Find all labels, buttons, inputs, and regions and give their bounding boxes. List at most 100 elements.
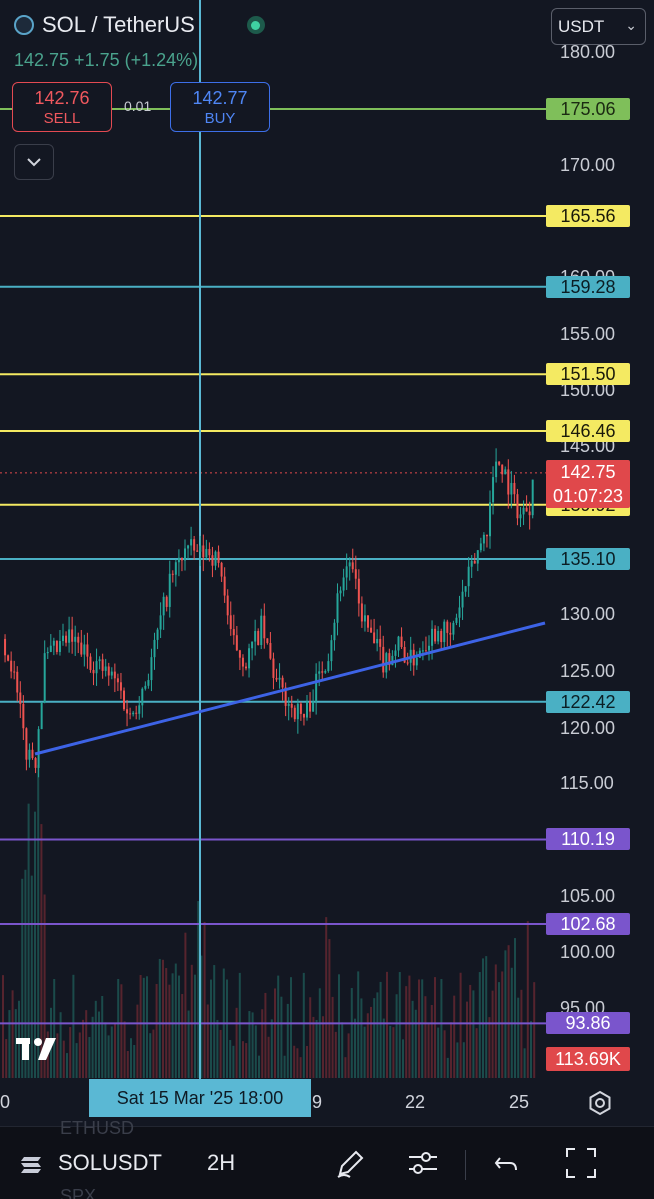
- level-price-tag[interactable]: 110.19: [546, 828, 630, 851]
- candle-body: [382, 646, 385, 673]
- candle-body: [177, 557, 180, 563]
- candle-body: [489, 502, 491, 537]
- settings-gear-icon[interactable]: [587, 1090, 613, 1121]
- volume-bar: [446, 1057, 449, 1078]
- volume-bar: [139, 975, 142, 1078]
- volume-bar: [206, 1004, 209, 1078]
- volume-bar: [334, 1031, 337, 1078]
- sliders-icon[interactable]: [406, 1146, 440, 1185]
- candle-body: [284, 687, 287, 706]
- volume-bar: [395, 994, 398, 1078]
- fullscreen-icon[interactable]: [564, 1146, 598, 1185]
- volume-bar: [520, 989, 523, 1078]
- tradingview-logo-icon[interactable]: [16, 1036, 66, 1067]
- volume-bar: [456, 1042, 459, 1078]
- volume-bar: [466, 1001, 468, 1078]
- buy-price: 142.77: [192, 88, 248, 108]
- spread-value: 0.01: [124, 98, 152, 114]
- symbol-selector[interactable]: SOLUSDT: [58, 1150, 162, 1175]
- volume-bar: [187, 1010, 190, 1078]
- volume-bar: [322, 1016, 324, 1078]
- candle-body: [34, 758, 37, 768]
- volume-bar: [453, 995, 456, 1078]
- level-price-tag[interactable]: 135.10: [546, 547, 630, 570]
- candle-body: [424, 650, 427, 652]
- level-price-tag[interactable]: 151.50: [546, 363, 630, 386]
- buy-button[interactable]: 142.77 BUY: [170, 82, 270, 132]
- symbol-header[interactable]: SOL / TetherUS: [14, 12, 265, 38]
- candle-body: [501, 464, 504, 475]
- current-price: 142.75: [560, 462, 616, 482]
- level-price-tag[interactable]: 93.86: [546, 1012, 630, 1035]
- candle-body: [376, 638, 379, 644]
- toolbar-divider: [465, 1150, 466, 1180]
- candle-body: [507, 469, 510, 495]
- level-price-tag[interactable]: 175.06: [546, 98, 630, 121]
- volume-bar: [421, 979, 424, 1078]
- volume-bar: [318, 988, 321, 1078]
- volume-bar: [363, 1026, 366, 1078]
- sell-label: SELL: [43, 110, 81, 127]
- candle-body: [370, 627, 373, 633]
- volume-bar: [462, 1042, 465, 1078]
- volume-bar: [56, 1033, 59, 1078]
- volume-bar: [219, 1029, 222, 1078]
- candle-body: [373, 632, 376, 644]
- candle-body: [238, 650, 241, 658]
- candle-body: [510, 482, 513, 495]
- candle-body: [397, 636, 400, 651]
- candle-body: [83, 644, 86, 655]
- undo-icon[interactable]: [492, 1146, 522, 1185]
- candle-body: [226, 595, 229, 616]
- candle-body: [132, 712, 135, 715]
- candle-body: [272, 658, 275, 678]
- market-open-status-icon: [246, 16, 265, 34]
- candle-body: [266, 638, 269, 643]
- candle-body: [58, 641, 61, 652]
- candle-body: [159, 615, 162, 630]
- volume-bar: [299, 1057, 302, 1078]
- volume-bar: [309, 997, 312, 1078]
- candle-body: [263, 615, 266, 639]
- volume-bar: [235, 1007, 238, 1078]
- candle-body: [434, 628, 437, 642]
- volume-bar: [459, 972, 462, 1078]
- candle-body: [68, 629, 71, 643]
- symbol-title: SOL / TetherUS: [42, 12, 195, 37]
- volume-bar: [245, 1043, 248, 1078]
- candle-body: [318, 671, 321, 674]
- candle-body: [406, 662, 409, 664]
- candle-body: [202, 545, 205, 558]
- symbol-logo-icon: [14, 15, 34, 35]
- level-price-tag[interactable]: 159.28: [546, 275, 630, 298]
- candle-body: [52, 640, 55, 646]
- pen-draw-icon[interactable]: [334, 1146, 368, 1185]
- level-price-tag[interactable]: 102.68: [546, 913, 630, 936]
- level-price-tag[interactable]: 122.42: [546, 690, 630, 713]
- volume-bar: [523, 1048, 526, 1078]
- candle-body: [321, 671, 324, 673]
- volume-bar: [411, 1000, 414, 1078]
- volume-bar: [162, 959, 164, 1078]
- volume-bar: [110, 1026, 113, 1078]
- volume-bar: [238, 972, 241, 1078]
- last-price-change: 142.75 +1.75 (+1.24%): [14, 50, 199, 70]
- volume-bar: [30, 875, 33, 1078]
- candle-body: [165, 596, 168, 607]
- volume-bar: [443, 1030, 446, 1078]
- sell-button[interactable]: 142.76 SELL: [12, 82, 112, 132]
- candle-body: [400, 636, 403, 647]
- price-axis-label: 105.00: [560, 886, 616, 906]
- volume-bar: [62, 1040, 65, 1078]
- interval-selector[interactable]: 2H: [207, 1150, 236, 1175]
- level-price-tag[interactable]: 165.56: [546, 204, 630, 227]
- candle-body: [162, 596, 165, 616]
- candle-body: [306, 701, 308, 718]
- candle-body: [342, 577, 345, 591]
- currency-select[interactable]: USDT ⌄: [551, 8, 646, 45]
- level-price-tag[interactable]: 146.46: [546, 420, 630, 443]
- time-axis-label: 9: [312, 1092, 323, 1112]
- candle-body: [19, 692, 22, 704]
- collapse-legend-button[interactable]: [14, 144, 54, 180]
- candle-body: [241, 657, 244, 667]
